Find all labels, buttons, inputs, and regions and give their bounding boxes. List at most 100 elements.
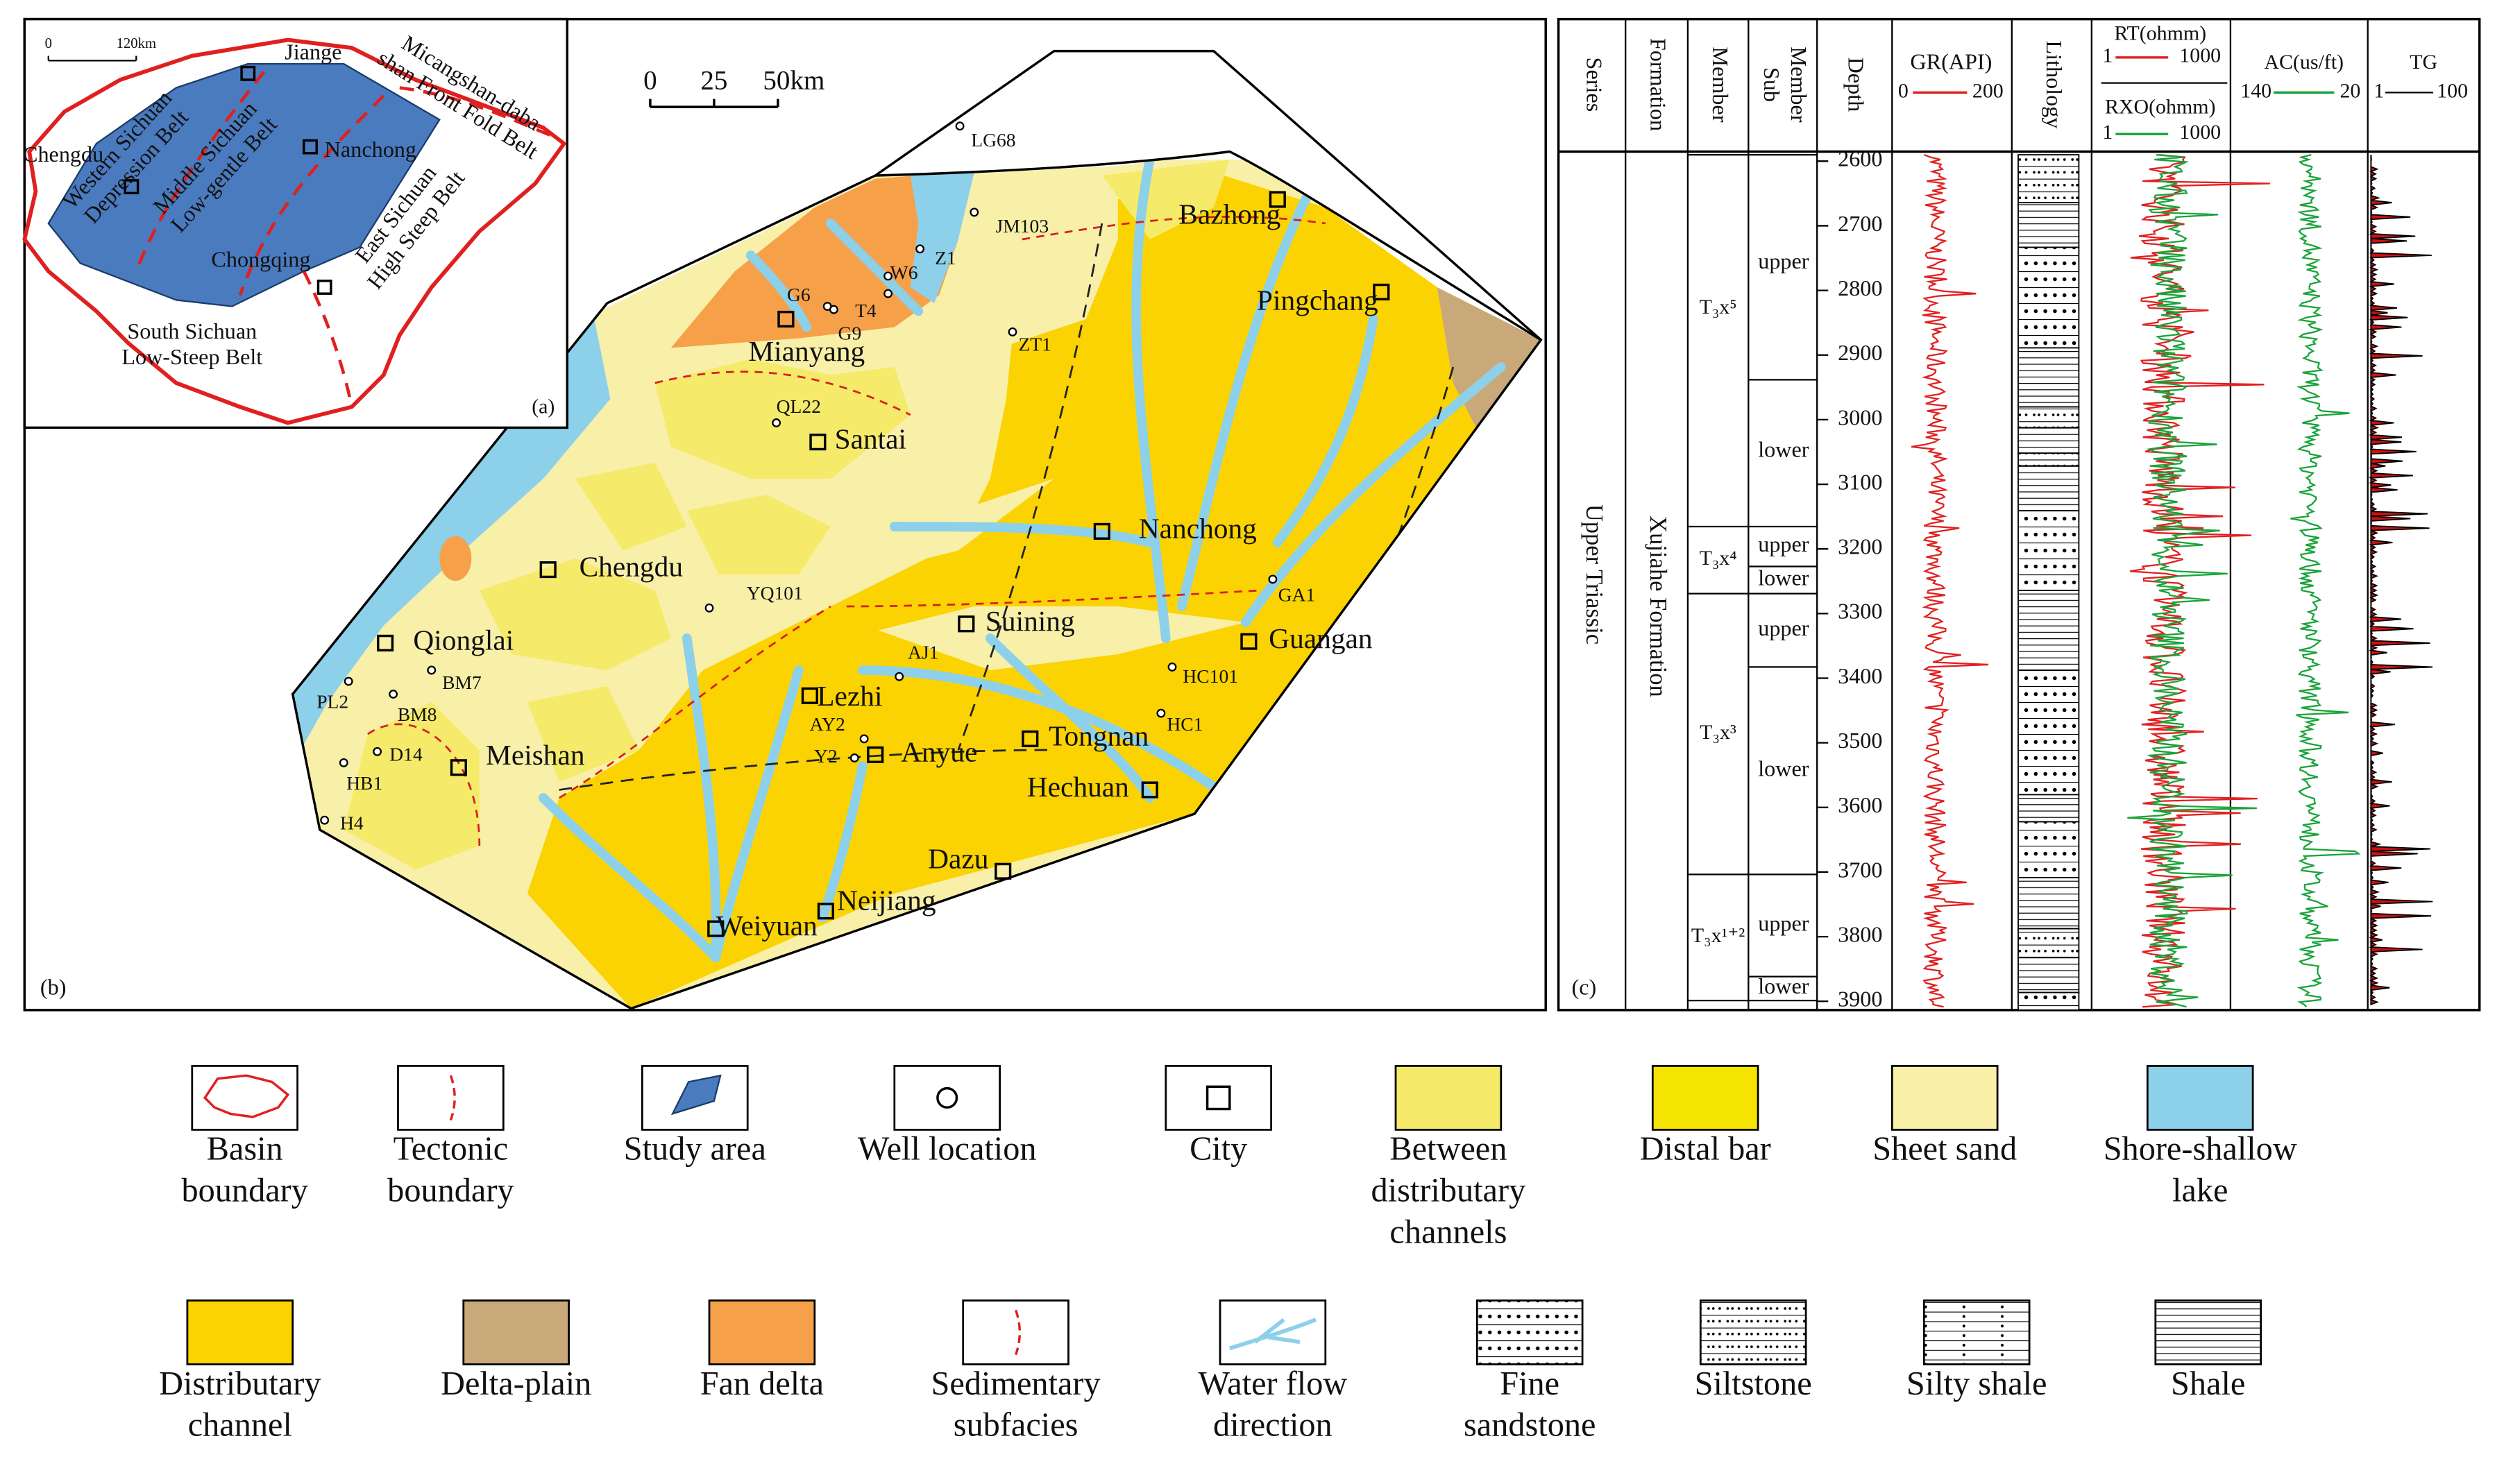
legend-label: Fan delta <box>700 1365 824 1402</box>
between-channel-area <box>575 463 687 551</box>
well-marker <box>339 758 348 767</box>
city-label: Qionglai <box>413 624 514 656</box>
legend-swatch <box>1394 1065 1503 1131</box>
well-label: Z1 <box>935 247 956 268</box>
city-label: Pingchang <box>1257 284 1378 316</box>
well-marker <box>1167 662 1177 672</box>
lithology-interval <box>2017 510 2080 591</box>
legend-label: Sheet sand <box>1872 1131 2017 1168</box>
well-marker <box>955 121 965 131</box>
member-label: T₃x¹⁺² <box>1691 924 1745 947</box>
city-marker <box>377 634 394 651</box>
channel <box>1131 155 1171 643</box>
well-label: HB1 <box>346 772 382 794</box>
header: Series <box>1582 58 1607 112</box>
lithology-interval <box>2017 821 2080 878</box>
depth-label: 2800 <box>1838 275 1882 300</box>
city-label: Anyue <box>901 735 977 767</box>
water-flow <box>538 155 1506 962</box>
well-label: YQ101 <box>747 582 803 604</box>
scale-label: 0 <box>643 66 657 96</box>
legend-icon <box>1228 1317 1317 1351</box>
subfacies-line <box>367 723 481 846</box>
well-marker <box>320 815 330 825</box>
city-label: Meishan <box>486 739 585 771</box>
city-marker <box>1373 283 1390 300</box>
depth-label: 3200 <box>1838 534 1882 559</box>
range-label: 1 <box>2374 79 2384 102</box>
legend-icon <box>203 1074 290 1118</box>
sheet-sand-area <box>990 199 1118 351</box>
tectonic-line <box>238 94 385 296</box>
city-label: Jiange <box>285 40 341 65</box>
legend-swatch <box>1922 1299 2031 1365</box>
sub-member-label: upper <box>1758 248 1809 273</box>
well-marker <box>829 305 838 314</box>
legend-label: Shale <box>2171 1365 2245 1402</box>
legend-swatch <box>186 1299 294 1365</box>
range-label: 0 <box>1898 79 1909 102</box>
city-label: Nanchong <box>1139 512 1257 544</box>
depth-label: 3000 <box>1838 404 1882 429</box>
well-label: G9 <box>838 322 862 343</box>
legend-label: boundary <box>387 1172 514 1209</box>
legend-swatch <box>893 1065 1001 1131</box>
well-label: G6 <box>787 284 811 305</box>
lithology-interval <box>2017 877 2080 930</box>
legend-swatch <box>1890 1065 1999 1131</box>
lithology-interval <box>2017 928 2080 958</box>
legend-label: distributary <box>1371 1172 1526 1209</box>
well-marker <box>883 289 893 298</box>
range-label: 20 <box>2340 79 2360 102</box>
city-marker <box>1141 781 1158 799</box>
lithology-interval <box>2017 347 2080 408</box>
belt-label: South Sichuan <box>127 318 257 343</box>
scale-label: 120km <box>117 36 156 51</box>
legend-label: Silty shale <box>1906 1365 2047 1402</box>
member-label: T₃x³ <box>1700 721 1736 744</box>
city-marker <box>958 615 975 633</box>
city-label: Bazhong <box>1178 198 1280 230</box>
well-label: Y2 <box>814 745 838 767</box>
city-marker <box>1093 522 1110 540</box>
range-label: 100 <box>2437 79 2468 102</box>
lithology-interval <box>2017 957 2080 993</box>
city-marker <box>801 687 818 704</box>
header: TG <box>2410 51 2437 74</box>
header: RXO(ohmm) <box>2105 95 2215 118</box>
legend-label: Tectonic <box>394 1131 509 1168</box>
city-label: Chongqing <box>211 247 310 272</box>
tg-curve <box>2368 155 2433 1006</box>
subfacies-line <box>559 605 831 799</box>
city-label: Santai <box>835 423 906 455</box>
channel <box>1272 314 1378 547</box>
legend-label: subfacies <box>954 1407 1078 1444</box>
city-marker <box>777 310 795 328</box>
legend-swatch <box>2154 1299 2262 1365</box>
sub-member-label: upper <box>1758 910 1809 935</box>
city-marker <box>539 561 557 579</box>
basin-boundary <box>875 150 1542 341</box>
header: Member <box>1708 46 1733 122</box>
channel <box>1176 187 1314 611</box>
depth-label: 3600 <box>1838 792 1882 817</box>
sub-member-label: lower <box>1758 756 1809 781</box>
legend-label: Distributary <box>159 1365 321 1402</box>
well-marker <box>389 690 398 699</box>
city-marker <box>1269 191 1286 208</box>
depth-label: 3400 <box>1838 663 1882 688</box>
lithology-interval <box>2017 154 2080 204</box>
well-label: HC101 <box>1183 665 1238 687</box>
well-marker <box>883 271 893 281</box>
legend-icon <box>936 1086 958 1109</box>
lithology-interval <box>2017 669 2080 796</box>
channel <box>825 219 924 316</box>
well-label: W6 <box>890 262 918 283</box>
basin-boundary <box>22 37 566 425</box>
lithology-interval <box>2017 406 2080 429</box>
lithology-interval <box>2017 590 2080 671</box>
legend-swatch <box>708 1299 816 1365</box>
header: GR(API) <box>1910 49 1992 74</box>
range-label: 200 <box>1972 79 2004 102</box>
